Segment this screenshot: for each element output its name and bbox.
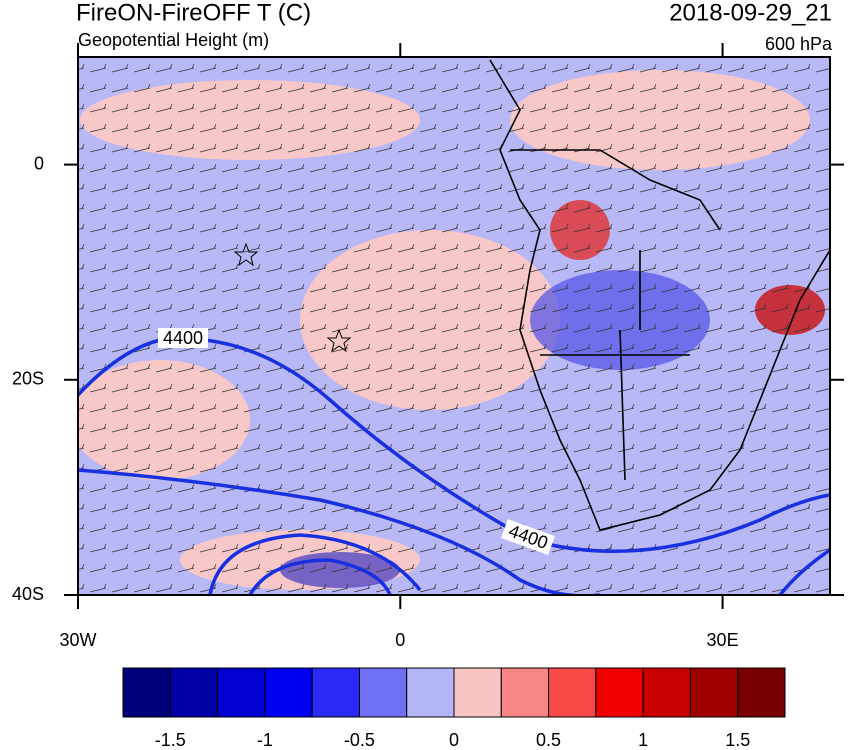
- colorbar-box: [358, 667, 408, 718]
- colorbar-box: [169, 667, 219, 718]
- x-tick-label: 0: [395, 630, 405, 650]
- title: FireON-FireOFF T (C): [76, 0, 311, 26]
- map-frame: [77, 56, 831, 596]
- colorbar-label: -0.5: [344, 730, 375, 750]
- colorbar-box: [122, 667, 171, 718]
- contour-label-box: [501, 519, 555, 555]
- contour-label: 4400: [163, 328, 203, 348]
- level: 600 hPa: [765, 34, 833, 54]
- colorbar-label: -1.5: [155, 730, 186, 750]
- x-tick-label: 30E: [707, 630, 739, 650]
- colorbar-box: [689, 667, 739, 718]
- colorbar-box: [453, 667, 502, 718]
- colorbar-label: 1.5: [725, 730, 750, 750]
- subtitle: Geopotential Height (m): [78, 30, 269, 50]
- y-tick-label: 0: [34, 153, 44, 173]
- colorbar-box: [500, 667, 550, 718]
- colorbar-label: -1: [257, 730, 273, 750]
- colorbar-box: [311, 667, 360, 718]
- colorbar-box: [264, 667, 313, 718]
- time: 2018-09-29_21: [669, 0, 832, 26]
- y-tick-label: 20S: [12, 369, 44, 389]
- colorbar: -1.5 -1 -0.5 0 0.5 1 1.5: [122, 667, 786, 750]
- colorbar-box: [595, 667, 644, 718]
- colorbar-label: 1: [638, 730, 648, 750]
- colorbar-box: [406, 667, 455, 718]
- colorbar-box: [642, 667, 691, 718]
- y-tick-label: 40S: [12, 584, 44, 604]
- colorbar-box: [548, 667, 597, 718]
- contour-label-box: [158, 328, 208, 348]
- axes: 30W 0 30E 0 20S 40S: [12, 43, 844, 650]
- colorbar-box: [737, 667, 786, 718]
- colorbar-label: 0.5: [536, 730, 561, 750]
- map-field: [78, 57, 830, 595]
- colorbar-box: [217, 667, 266, 718]
- x-tick-label: 30W: [59, 630, 96, 650]
- colorbar-label: 0: [449, 730, 459, 750]
